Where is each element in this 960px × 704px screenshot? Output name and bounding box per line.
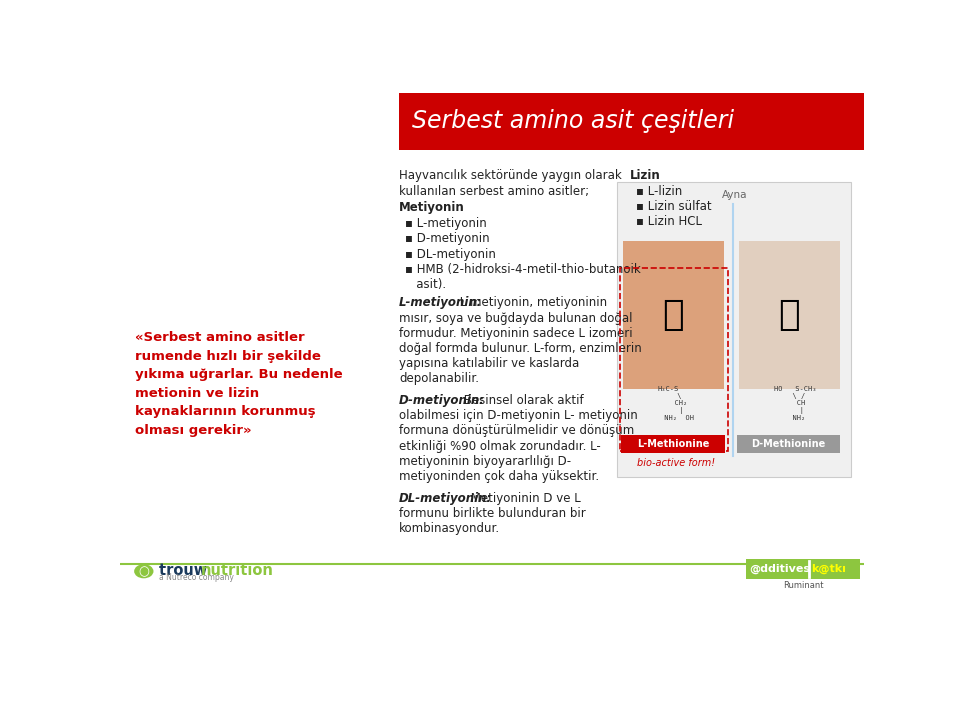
Bar bbox=[399, 93, 864, 149]
Text: ▪ Lizin HCL: ▪ Lizin HCL bbox=[636, 215, 702, 228]
Text: trouw: trouw bbox=[158, 562, 212, 578]
Text: Metiyonin: Metiyonin bbox=[399, 201, 465, 214]
Text: olabilmesi için D-metiyonin L- metiyonin: olabilmesi için D-metiyonin L- metiyonin bbox=[399, 409, 637, 422]
Text: Ruminant: Ruminant bbox=[782, 581, 824, 590]
Bar bbox=[617, 182, 852, 477]
Text: Besinsel olarak aktif: Besinsel olarak aktif bbox=[460, 394, 584, 407]
Bar bbox=[620, 268, 728, 451]
Text: formuna dönüştürülmelidir ve dönüşüm: formuna dönüştürülmelidir ve dönüşüm bbox=[399, 425, 635, 437]
Text: DL-metiyonin:: DL-metiyonin: bbox=[399, 491, 492, 505]
Text: depolanabilir.: depolanabilir. bbox=[399, 372, 479, 385]
Text: k@tkı: k@tkı bbox=[811, 564, 847, 574]
Text: D-metiyonin:: D-metiyonin: bbox=[399, 394, 485, 407]
Text: ▪ L-metiyonin: ▪ L-metiyonin bbox=[405, 218, 487, 230]
Bar bbox=[621, 435, 725, 453]
Circle shape bbox=[134, 564, 154, 578]
Text: kombinasyondur.: kombinasyondur. bbox=[399, 522, 500, 535]
Text: yapısına katılabilir ve kaslarda: yapısına katılabilir ve kaslarda bbox=[399, 357, 579, 370]
Text: L metiyonin, metiyoninin: L metiyonin, metiyoninin bbox=[456, 296, 607, 310]
Text: «Serbest amino asitler
rumende hızlı bir şekilde
yıkıma uğrarlar. Bu nedenle
met: «Serbest amino asitler rumende hızlı bir… bbox=[134, 331, 343, 436]
Text: Hayvancılık sektöründe yaygın olarak: Hayvancılık sektöründe yaygın olarak bbox=[399, 168, 622, 182]
Text: formudur. Metiyoninin sadece L izomeri: formudur. Metiyoninin sadece L izomeri bbox=[399, 327, 633, 340]
Text: formunu birlikte bulunduran bir: formunu birlikte bulunduran bir bbox=[399, 507, 586, 520]
Text: etkinliği %90 olmak zorundadır. L-: etkinliği %90 olmak zorundadır. L- bbox=[399, 439, 601, 453]
Text: doğal formda bulunur. L-form, enzimlerin: doğal formda bulunur. L-form, enzimlerin bbox=[399, 342, 641, 355]
Text: 🤚: 🤚 bbox=[779, 298, 800, 332]
Text: nutrition: nutrition bbox=[201, 562, 274, 578]
Text: asit).: asit). bbox=[405, 278, 446, 291]
Text: L-Methionine: L-Methionine bbox=[636, 439, 709, 449]
Bar bbox=[736, 435, 840, 453]
Text: HO   S-CH₃
  \ /
   CH
   |
  NH₂: HO S-CH₃ \ / CH | NH₂ bbox=[774, 386, 816, 420]
Text: a Nutreco company: a Nutreco company bbox=[158, 573, 233, 582]
Text: bio-active form!: bio-active form! bbox=[636, 458, 714, 468]
Text: Metiyoninin D ve L: Metiyoninin D ve L bbox=[468, 491, 581, 505]
Text: @dditives: @dditives bbox=[750, 564, 810, 574]
Text: ▪ L-lizin: ▪ L-lizin bbox=[636, 184, 682, 198]
Text: L-metiyonin:: L-metiyonin: bbox=[399, 296, 483, 310]
Text: D-Methionine: D-Methionine bbox=[751, 439, 826, 449]
Text: ▪ DL-metiyonin: ▪ DL-metiyonin bbox=[405, 248, 495, 260]
Text: ▪ D-metiyonin: ▪ D-metiyonin bbox=[405, 232, 490, 246]
Bar bbox=[747, 560, 859, 579]
Text: ○: ○ bbox=[138, 565, 149, 578]
Text: metiyoninden çok daha yüksektir.: metiyoninden çok daha yüksektir. bbox=[399, 470, 599, 483]
Text: kullanılan serbest amino asitler;: kullanılan serbest amino asitler; bbox=[399, 184, 589, 198]
Text: H₃C-S
     \
      CH₂
      |
     NH₂  OH: H₃C-S \ CH₂ | NH₂ OH bbox=[643, 386, 694, 420]
Text: metiyoninin biyoyararlılığı D-: metiyoninin biyoyararlılığı D- bbox=[399, 455, 571, 467]
Text: ✋: ✋ bbox=[662, 298, 684, 332]
Bar bbox=[739, 241, 840, 389]
Text: mısır, soya ve buğdayda bulunan doğal: mısır, soya ve buğdayda bulunan doğal bbox=[399, 312, 633, 325]
Text: ▪ Lizin sülfat: ▪ Lizin sülfat bbox=[636, 200, 711, 213]
Bar bbox=[623, 241, 724, 389]
Text: Serbest amino asit çeşitleri: Serbest amino asit çeşitleri bbox=[413, 109, 734, 133]
Text: Ayna: Ayna bbox=[721, 190, 747, 200]
Text: ▪ HMB (2-hidroksi-4-metil-thio-butanoik: ▪ HMB (2-hidroksi-4-metil-thio-butanoik bbox=[405, 263, 640, 276]
Text: Lizin: Lizin bbox=[630, 168, 660, 182]
